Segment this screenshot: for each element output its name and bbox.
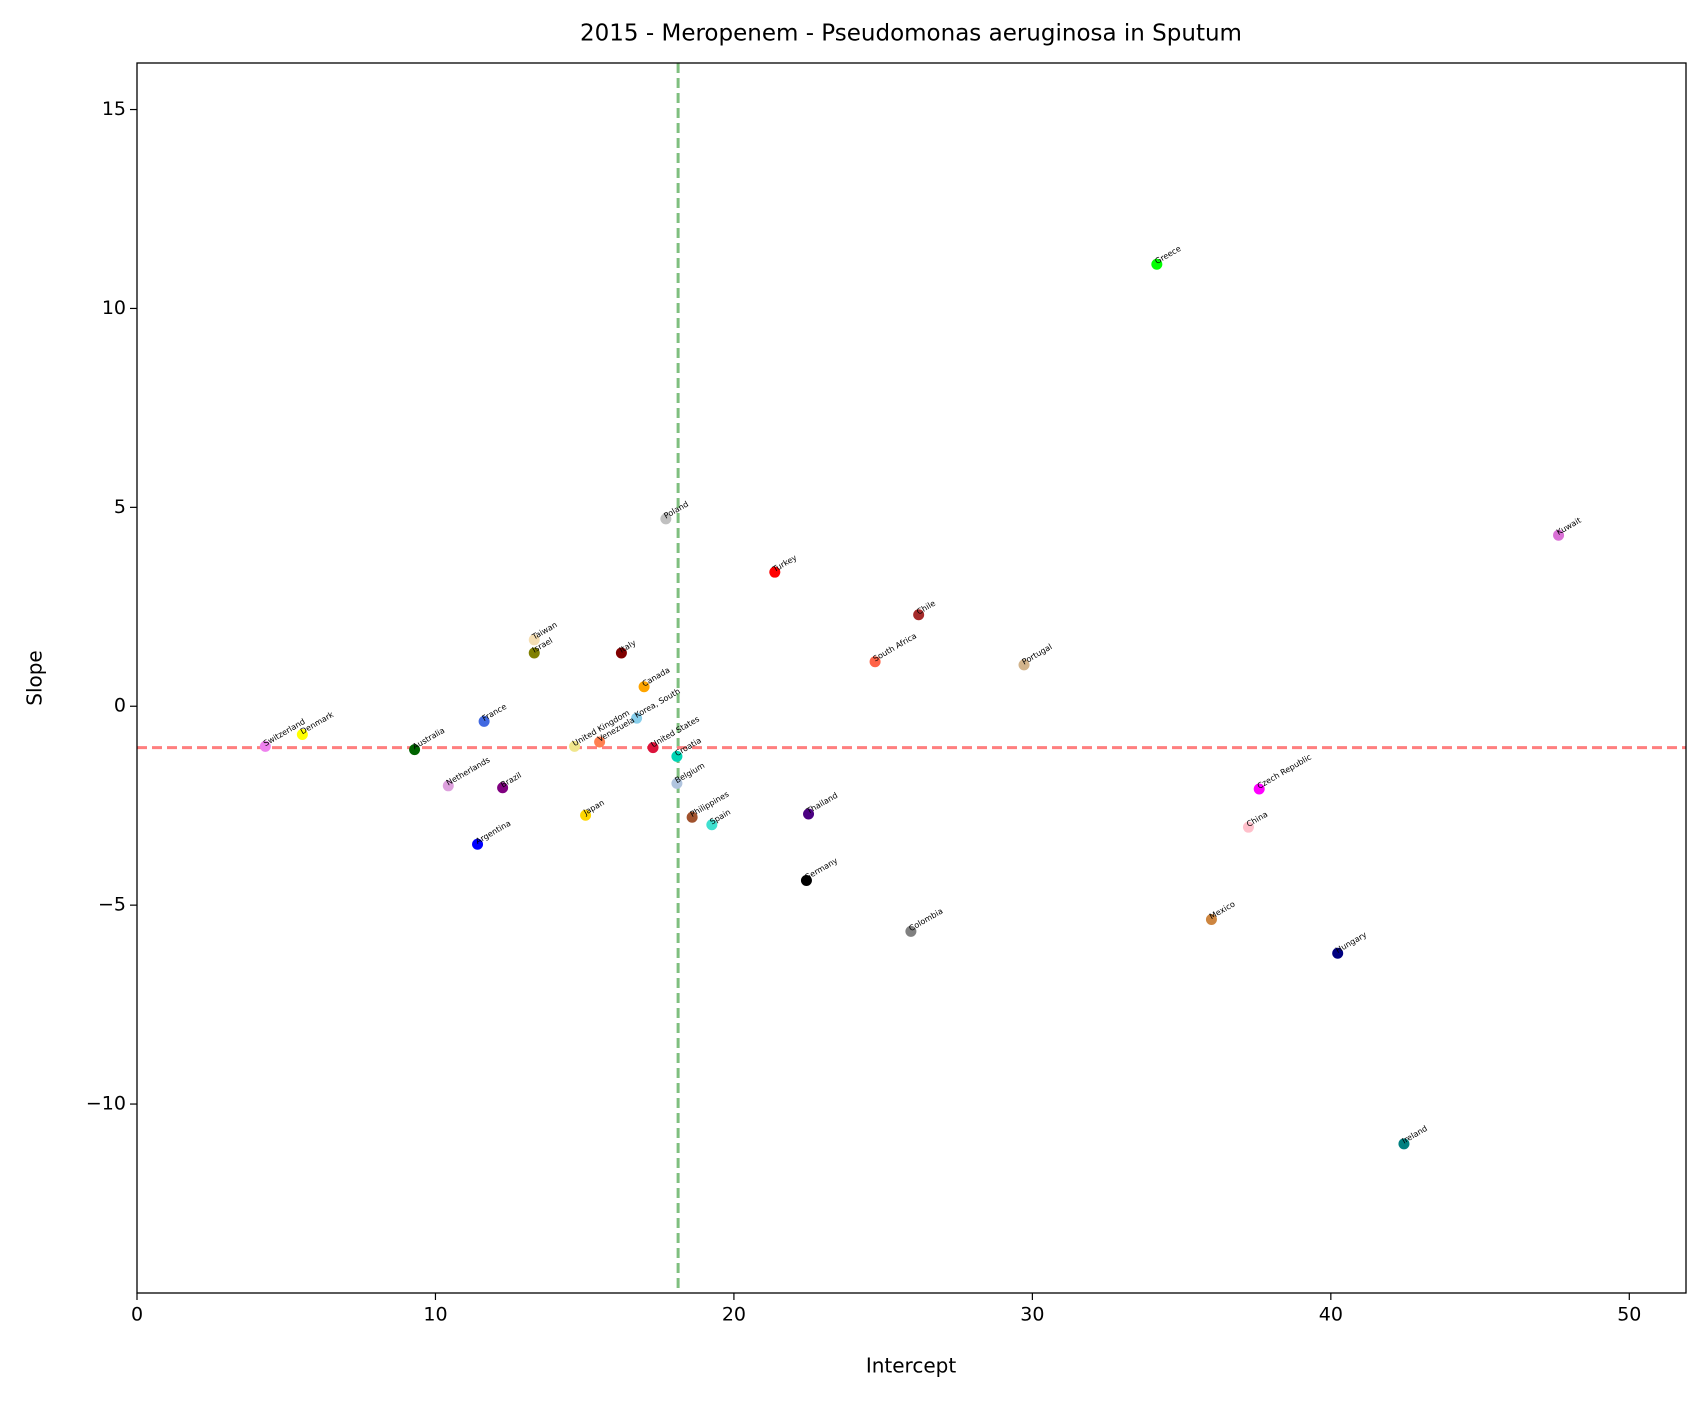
point (671, 750, 683, 762)
y-axis-label: Slope (23, 650, 47, 706)
point (442, 780, 454, 792)
point (1242, 821, 1254, 833)
point-label: Argentina (474, 819, 512, 846)
point-label: Hungary (1334, 930, 1368, 955)
point (1151, 258, 1163, 270)
x-tick-label: 50 (1617, 1304, 1641, 1326)
point (686, 811, 698, 823)
x-tick-label: 10 (423, 1304, 447, 1326)
point (259, 740, 271, 752)
point-label: South Africa (872, 631, 919, 663)
x-tick-label: 40 (1319, 1304, 1343, 1326)
y-tick-label: 5 (114, 496, 126, 518)
point (1553, 529, 1565, 541)
point-label: Netherlands (445, 755, 492, 787)
point (869, 656, 881, 668)
point-label: Brazil (499, 771, 523, 790)
x-axis-label: Intercept (866, 1354, 957, 1378)
point (528, 634, 540, 646)
y-tick-label: 15 (102, 98, 126, 120)
point (800, 874, 812, 886)
point (638, 681, 650, 693)
y-tick-label: −10 (86, 1093, 126, 1115)
y-tick-label: −5 (98, 894, 126, 916)
point (594, 736, 606, 748)
chart-title: 2015 - Meropenem - Pseudomonas aeruginos… (580, 21, 1242, 47)
point (478, 715, 490, 727)
point (905, 925, 917, 937)
point (631, 712, 643, 724)
point-label: Chile (915, 599, 937, 617)
point (1018, 659, 1030, 671)
point-label: Colombia (907, 906, 944, 933)
point (1398, 1138, 1410, 1150)
point-label: Germany (803, 856, 840, 882)
point-label: France (481, 702, 509, 723)
point (569, 740, 581, 752)
point (497, 782, 509, 794)
point (769, 566, 781, 578)
point (706, 819, 718, 831)
point-label: Thailand (804, 791, 839, 816)
x-tick-label: 30 (1020, 1304, 1044, 1326)
point-label: Kuwait (1555, 516, 1583, 537)
point (671, 777, 683, 789)
point-label: Spain (708, 808, 732, 827)
point-label: Czech Republic (1256, 752, 1313, 790)
point-label: Japan (581, 798, 606, 817)
point-label: Portugal (1021, 642, 1054, 666)
point (615, 647, 627, 659)
x-tick-label: 0 (131, 1304, 143, 1326)
point (660, 513, 672, 525)
y-tick-label: 0 (114, 695, 126, 717)
point (472, 838, 484, 850)
point-label: Poland (662, 499, 690, 520)
point-label: Ireland (1400, 1124, 1428, 1146)
point-label: Turkey (770, 553, 798, 574)
point-label: Italy (618, 638, 638, 655)
point (528, 647, 540, 659)
point (647, 742, 659, 754)
point (409, 744, 421, 756)
point-label: Canada (641, 665, 672, 688)
point-label: Korea, South (633, 687, 682, 720)
y-tick-label: 10 (102, 297, 126, 319)
point-label: China (1245, 810, 1269, 829)
point-label: Greece (1153, 244, 1182, 266)
point (803, 808, 815, 820)
point (580, 809, 592, 821)
point (296, 728, 308, 740)
point (1253, 783, 1265, 795)
point (913, 609, 925, 621)
point (1205, 913, 1217, 925)
point-label: Mexico (1208, 899, 1237, 921)
x-tick-label: 20 (722, 1304, 746, 1326)
point (1332, 947, 1344, 959)
plot-frame (136, 62, 1687, 1294)
